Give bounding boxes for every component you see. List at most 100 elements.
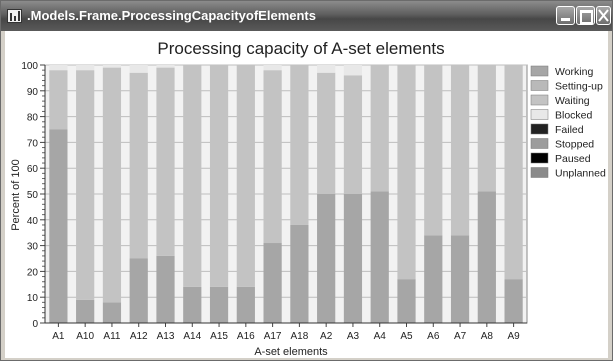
bar-waiting-a13 [156,67,175,256]
y-tick-label: 30 [27,242,39,253]
bar-waiting-a6 [424,65,443,236]
y-tick-label: 50 [27,190,39,201]
bar-working-a16 [236,286,255,323]
x-tick-label: A3 [347,331,360,342]
bar-working-a4 [370,191,389,323]
bar-working-a11 [102,302,122,323]
bar-blocked-a13 [156,65,175,68]
window-title: .Models.Frame.ProcessingCapacityofElemen… [27,8,316,23]
x-axis-label: A-set elements [254,346,328,358]
x-tick-label: A10 [76,331,94,342]
bar-working-a12 [129,258,148,323]
bar-waiting-a14 [183,65,202,287]
y-tick-label: 0 [32,319,38,330]
y-tick-label: 20 [27,267,39,278]
close-icon [598,9,609,22]
chart-title: Processing capacity of A-set elements [157,39,444,58]
y-tick-label: 10 [27,293,39,304]
legend-label-working: Working [555,66,593,78]
x-tick-label: A7 [454,331,467,342]
bar-working-a9 [504,279,523,323]
bar-waiting-a3 [343,75,363,194]
bar-blocked-a10 [76,65,95,71]
legend-swatch-paused [530,152,549,164]
bar-blocked-a3 [343,65,363,76]
bar-waiting-a8 [477,65,496,192]
x-tick-label: A11 [103,331,120,342]
legend-swatch-failed [530,123,549,135]
bar-working-a14 [183,286,202,323]
y-axis-label: Percent of 100 [10,159,22,231]
plot-area: 0 10 20 30 40 50 60 70 80 90 100 A1 A10 A11 A12 A13 A14 A… [21,61,528,342]
x-tick-label: A13 [157,331,175,342]
bar-working-a8 [477,191,496,323]
bar-working-a10 [76,299,95,323]
bar-blocked-a12 [129,65,148,73]
y-tick-label: 80 [27,113,39,124]
stacked-bar-chart: Processing capacity of A-set elements A-… [10,39,606,358]
minimize-icon [561,18,570,21]
chart-app-icon[interactable] [7,9,22,23]
legend-swatch-unplanned [530,167,549,178]
bar-waiting-a18 [290,65,309,225]
maximize-button[interactable] [576,6,595,25]
bar-working-a5 [397,279,416,323]
legend-label-setting-up: Setting-up [555,81,603,93]
legend: Working Setting-up Waiting Blocked Failed Sto… [530,65,606,180]
y-tick-label: 70 [27,138,39,149]
bar-blocked-a1 [49,65,68,71]
bar-waiting-a5 [397,65,416,280]
bar-waiting-a16 [236,65,255,287]
bar-working-a1 [49,129,68,323]
x-tick-label: A5 [400,331,413,342]
bar-working-a7 [450,235,470,323]
bar-waiting-a7 [450,65,470,236]
chart-area: Processing capacity of A-set elements A-… [5,31,608,358]
legend-label-failed: Failed [555,124,584,136]
bar-waiting-a4 [370,65,389,192]
x-tick-label: A18 [290,331,308,342]
bar-working-a3 [343,194,363,323]
bar-blocked-a2 [317,65,336,73]
x-tick-label: A8 [481,331,494,342]
legend-swatch-setting-up [530,80,549,91]
x-tick-label: A6 [427,331,440,342]
legend-label-paused: Paused [555,153,591,165]
bar-waiting-a9 [504,65,523,280]
bar-waiting-a11 [102,67,122,303]
legend-swatch-blocked [530,109,549,120]
bar-waiting-a2 [317,72,336,194]
bar-working-a17 [263,243,282,323]
bar-waiting-a15 [209,65,229,287]
legend-swatch-stopped [530,138,549,149]
x-tick-label: A17 [264,331,282,342]
legend-label-stopped: Stopped [555,139,594,151]
bar-waiting-a1 [49,70,68,130]
bar-working-a15 [209,286,229,323]
title-bar[interactable]: .Models.Frame.ProcessingCapacityofElemen… [1,1,612,31]
close-button[interactable] [596,6,611,25]
bar-working-a18 [290,224,309,323]
x-tick-label: A2 [320,331,333,342]
legend-swatch-working [530,65,549,77]
legend-label-blocked: Blocked [555,110,593,122]
bar-working-a13 [156,255,175,323]
x-tick-label: A14 [183,331,201,342]
y-tick-label: 90 [27,87,39,98]
bar-working-a6 [424,235,443,323]
bar-waiting-a10 [76,70,95,300]
x-tick-label: A15 [210,331,228,342]
legend-label-unplanned: Unplanned [555,168,606,180]
x-tick-label: A4 [374,331,387,342]
y-tick-label: 100 [21,61,38,72]
x-tick-label: A12 [130,331,148,342]
x-tick-label: A16 [237,331,255,342]
x-tick-label: A1 [52,331,65,342]
y-tick-label: 60 [27,164,39,175]
x-tick-label: A9 [507,331,520,342]
y-tick-label: 40 [27,216,39,227]
minimize-button[interactable] [556,6,575,25]
bar-blocked-a17 [263,65,282,71]
bar-waiting-a12 [129,72,148,259]
